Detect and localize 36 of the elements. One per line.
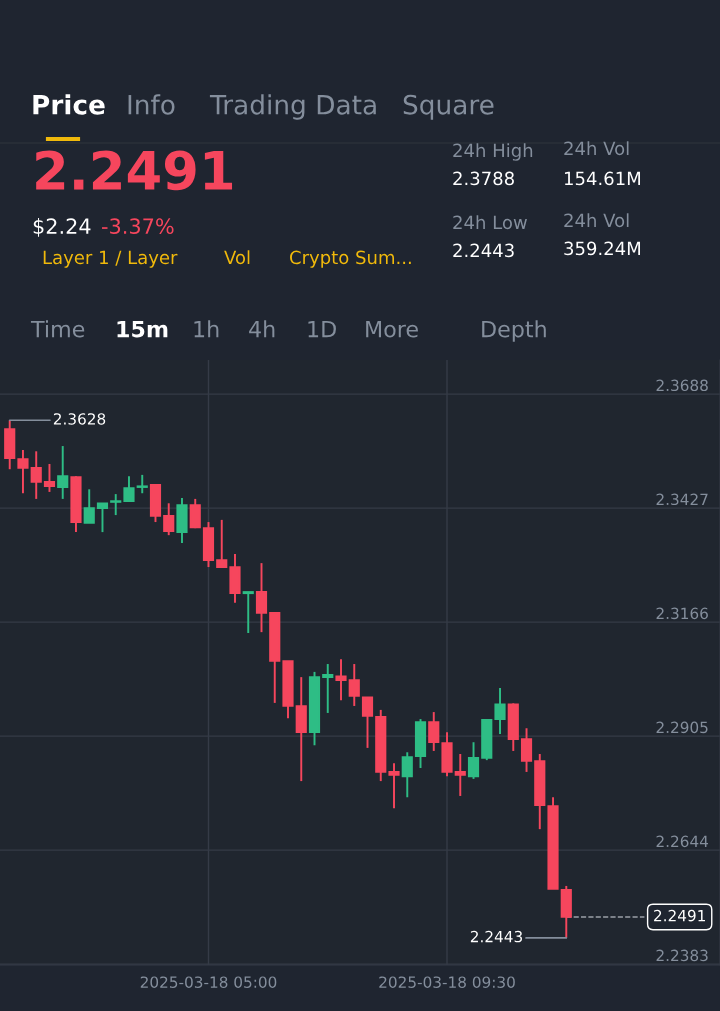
text: 154.61M <box>564 171 640 186</box>
text: 1D <box>308 320 336 338</box>
y-tick-label: 2.3427 <box>656 493 708 506</box>
text: 2.2443 <box>453 243 514 258</box>
x-tick-label: 2025-03-18 09:30 <box>379 976 515 988</box>
text: 24h Vol <box>564 141 629 156</box>
text: Trading Data <box>209 94 376 120</box>
annotation: 2.2443 <box>470 930 522 943</box>
text: Vol <box>224 250 250 265</box>
annotation: 2.3628 <box>53 413 106 425</box>
ref-line-label: 2.2491 <box>654 909 705 922</box>
text: Square <box>403 94 494 120</box>
text: $2.24 <box>33 217 91 237</box>
y-tick-label: 2.2383 <box>656 949 708 962</box>
text: More <box>366 320 418 338</box>
text: Layer 1 / Layer <box>43 250 178 268</box>
text: 1h <box>194 320 219 338</box>
y-tick-label: 2.3688 <box>656 379 708 392</box>
x-tick-label: 2025-03-18 05:00 <box>140 976 277 988</box>
text: 2.3788 <box>453 171 514 186</box>
text: Price <box>33 94 105 115</box>
text: Info <box>128 94 175 115</box>
text: 15m <box>117 320 168 338</box>
text: 2.2491 <box>36 150 233 191</box>
y-tick-label: 2.2905 <box>656 721 708 734</box>
text: Time <box>30 320 85 338</box>
text: 24h Low <box>453 215 527 230</box>
text: Crypto Sum... <box>290 250 411 268</box>
text: 359.24M <box>564 241 640 256</box>
text: Depth <box>482 320 546 342</box>
y-tick-label: 2.3166 <box>656 607 708 620</box>
text: 4h <box>249 320 275 338</box>
text: -3.37% <box>102 218 174 235</box>
y-tick-label: 2.2644 <box>656 835 709 848</box>
text: 24h High <box>453 143 533 161</box>
text: 24h Vol <box>564 213 629 228</box>
